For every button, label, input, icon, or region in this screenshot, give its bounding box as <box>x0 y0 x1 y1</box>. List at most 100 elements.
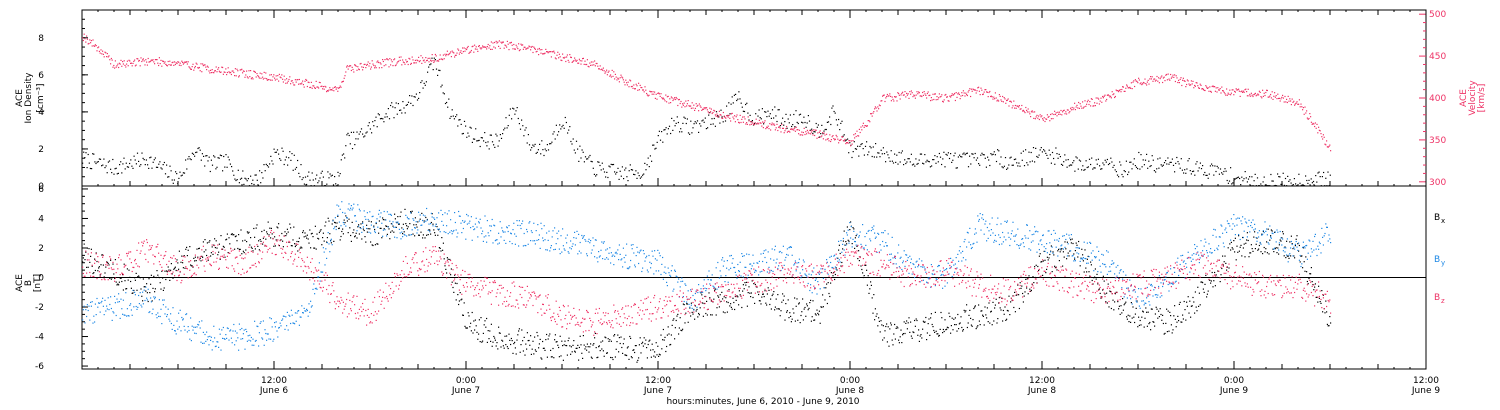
b-y-series-point <box>226 337 228 339</box>
velocity-series-point <box>431 54 433 56</box>
b-x-series-point <box>821 306 823 308</box>
velocity-series-point <box>1101 101 1103 103</box>
velocity-series-point <box>608 70 610 72</box>
density-series-point <box>780 122 783 124</box>
b-x-series-point <box>1064 241 1066 243</box>
b-x-series-point <box>1058 260 1060 262</box>
b-y-series-point <box>502 231 504 233</box>
velocity-series-point <box>468 52 470 54</box>
density-series-point <box>657 135 659 137</box>
density-series-point <box>563 127 565 129</box>
b-x-series-point <box>1220 274 1222 276</box>
b-x-series-point <box>656 354 658 356</box>
velocity-series-point <box>448 53 450 55</box>
density-series-point <box>831 107 833 109</box>
b-x-series-point <box>1002 320 1004 322</box>
b-x-series-point <box>1056 269 1058 271</box>
b-x-series-point <box>110 259 112 261</box>
density-series-point <box>395 102 397 104</box>
b-y-series-point <box>277 336 279 338</box>
density-series-point <box>732 102 734 104</box>
b-x-series-point <box>1091 279 1093 282</box>
b-x-series-point <box>129 276 131 278</box>
b-x-series-point <box>437 234 439 236</box>
b-y-series-point <box>214 337 216 339</box>
b-x-series-point <box>445 268 447 270</box>
b-x-series-point <box>1067 252 1069 254</box>
b-x-series-point <box>1192 296 1194 299</box>
velocity-series-point <box>638 89 640 91</box>
velocity-series-point <box>406 61 408 63</box>
density-series-point <box>1101 168 1103 170</box>
b-y-series-point <box>138 303 140 305</box>
density-series-point <box>493 144 495 146</box>
density-series-point <box>151 167 153 169</box>
b-y-series-point <box>180 330 182 332</box>
velocity-series-point <box>715 115 717 117</box>
density-series-point <box>1254 173 1256 175</box>
velocity-series-point <box>594 65 596 67</box>
density-series-point <box>682 122 684 124</box>
density-series-point <box>189 158 191 160</box>
density-series-point <box>217 157 219 159</box>
velocity-series-point <box>1026 109 1028 111</box>
velocity-series-point <box>219 71 221 73</box>
velocity-series-point <box>1074 102 1076 104</box>
density-series-point <box>570 140 572 143</box>
b-y-series-point <box>456 236 458 238</box>
b-y-series-point <box>177 328 179 330</box>
b-x-series-point <box>590 356 592 358</box>
velocity-series-point <box>1035 116 1037 118</box>
density-series-point <box>1077 168 1079 170</box>
b-y-series-point <box>186 313 188 315</box>
b-x-series-point <box>543 347 545 349</box>
b-x-series-point <box>646 347 648 349</box>
b-x-series-point <box>130 280 132 283</box>
b-x-series-point <box>195 260 197 262</box>
b-y-series-point <box>510 233 512 235</box>
b-x-series-point <box>82 261 84 263</box>
b-x-series-point <box>927 323 929 325</box>
b-x-series-point <box>184 267 186 269</box>
velocity-series-point <box>388 66 390 68</box>
b-x-series-point <box>1210 280 1212 282</box>
velocity-series-point <box>982 93 984 95</box>
b-y-series-point <box>96 297 98 300</box>
velocity-series-point <box>726 115 728 117</box>
density-series-point <box>282 150 284 152</box>
velocity-series-point <box>334 86 336 88</box>
velocity-series-point <box>307 81 309 83</box>
velocity-series-point <box>827 138 829 140</box>
b-y-series-point <box>161 323 163 325</box>
b-x-series-point <box>142 300 144 302</box>
b-y-series-point <box>500 236 502 238</box>
density-series-point <box>1160 164 1162 166</box>
b-x-series-point <box>490 323 492 325</box>
velocity-series-point <box>910 90 912 92</box>
velocity-series-point <box>390 64 392 66</box>
density-series-point <box>178 177 180 179</box>
velocity-series-point <box>1301 106 1303 108</box>
density-series-point <box>630 169 632 171</box>
density-series-point <box>670 132 672 135</box>
b-x-series-point <box>844 244 846 246</box>
velocity-series-point <box>246 70 248 72</box>
velocity-series-point <box>108 55 110 57</box>
b-y-series-point <box>288 314 290 316</box>
velocity-series-point <box>144 64 146 66</box>
b-x-series-point <box>746 305 748 307</box>
b-y-series-point <box>381 222 383 224</box>
b-x-series-point <box>178 250 180 252</box>
velocity-series-point <box>204 64 206 66</box>
b-x-series-point <box>760 303 762 305</box>
velocity-series-point <box>278 73 280 75</box>
b-x-series-point <box>449 258 451 261</box>
b-y-series-point <box>353 203 355 205</box>
density-series-point <box>388 118 391 120</box>
density-series-point <box>535 152 537 154</box>
b-x-series-point <box>214 238 216 240</box>
b-x-series-point <box>131 292 133 294</box>
b-x-series-point <box>1078 240 1080 243</box>
b-y-series-point <box>398 228 400 230</box>
velocity-series-point <box>799 134 801 136</box>
